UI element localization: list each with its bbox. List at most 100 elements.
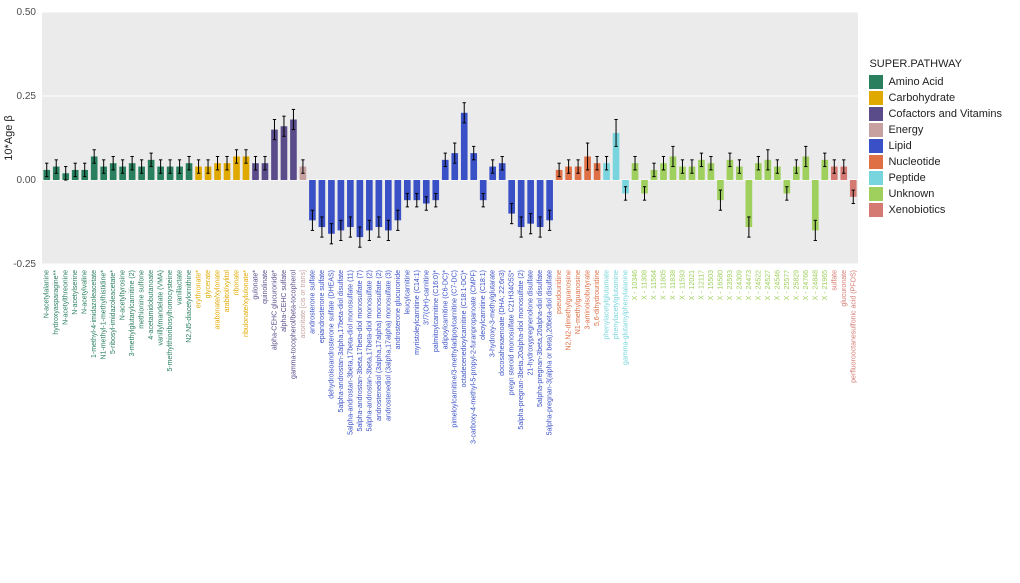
y-tick-label: -0.25 <box>13 259 36 270</box>
x-tick-label: hydroxyasparagine** <box>53 270 60 335</box>
x-tick-label: 5alpha-pregnan-3beta,20alpha-diol disulf… <box>537 270 544 407</box>
x-tick-label: ribulonate/xylulonate* <box>243 270 250 337</box>
x-tick-label: dehydroisoandrosterone sulfate (DHEAS) <box>328 270 335 399</box>
x-tick-label: aconitate [cis or trans] <box>300 270 307 339</box>
x-tick-label: X - 11308 <box>642 270 649 300</box>
x-tick-label: N-acetylserine <box>72 270 79 315</box>
x-tick-label: docosahexaenoate (DHA; 22:6n3) <box>499 270 506 376</box>
x-tick-label: N-acetylthreonine <box>63 270 70 325</box>
x-tick-label: epiandrosterone sulfate <box>319 270 326 343</box>
x-tick-label: gulonate* <box>252 270 259 300</box>
x-tick-label: phenylacetylglutamine <box>613 270 620 339</box>
x-tick-label: 5-ribosyl-imidazoleacetate* <box>110 270 117 354</box>
legend-item: Peptide <box>869 170 1002 185</box>
x-tick-label: 5-methylthioribosylhomocysteine <box>167 270 174 372</box>
x-tick-label: alpha-CEHC glucuronide* <box>271 270 278 350</box>
x-tick-label: arabitol/xylitol <box>224 270 231 313</box>
x-tick-label: vanillylmandelate (VMA) <box>158 270 165 345</box>
legend-item: Carbohydrate <box>869 90 1002 105</box>
legend-label: Xenobiotics <box>888 204 945 216</box>
x-tick-label: 5,6-dihydrouridine <box>594 270 601 326</box>
legend-label: Carbohydrate <box>888 92 955 104</box>
x-tick-label: X - 24546 <box>774 270 781 300</box>
x-tick-label: N2,N2-dimethylguanosine <box>566 270 573 351</box>
x-tick-label: 5alpha-androstan-3alpha,17beta-diol disu… <box>338 270 345 413</box>
x-tick-label: gamma-tocopherol/beta-tocopherol <box>290 270 297 379</box>
x-tick-label: X - 11838 <box>670 270 677 300</box>
x-tick-label: 3-hydroxy-3-methylglutarate <box>490 270 497 357</box>
x-tick-label: arabonate/xylonate <box>215 270 222 330</box>
x-tick-label: X - 12117 <box>698 270 705 300</box>
legend-swatch <box>869 139 883 153</box>
x-tick-label: X - 11805 <box>660 270 667 300</box>
x-tick-label: 3'/7(OH)-carnitine <box>423 270 430 325</box>
x-tick-label: 5alpha-pregnan-3(alpha or beta),20beta-d… <box>547 270 554 435</box>
legend-item: Cofactors and Vitamins <box>869 106 1002 121</box>
x-tick-label: X - 10346 <box>632 270 639 300</box>
x-tick-label: erythronate* <box>196 270 203 308</box>
x-tick-label: palmitoylcarnitine (C16:0)* <box>433 270 440 352</box>
x-tick-label: X - 25577 <box>784 270 791 300</box>
x-tick-label: methionine sulfone <box>139 270 146 329</box>
x-tick-label: X - 24527 <box>765 270 772 300</box>
x-tick-label: 1-methyl-4-imidazoleacetate <box>91 270 98 358</box>
x-tick-label: pseudouridine <box>556 270 563 314</box>
x-tick-label: androsterone sulfate <box>309 270 316 334</box>
legend-label: Amino Acid <box>888 76 943 88</box>
x-tick-label: 4-acetamidobutanoate <box>148 270 155 340</box>
legend-label: Nucleotide <box>888 156 940 168</box>
x-tick-label: androsterone glucuronide <box>395 270 402 349</box>
x-tick-label: X - 15503 <box>708 270 715 300</box>
x-tick-label: X - 24848 <box>812 270 819 300</box>
legend-swatch <box>869 171 883 185</box>
x-tick-label: X - 11593 <box>679 270 686 300</box>
x-tick-label: N-acetylalanine <box>44 270 51 318</box>
x-tick-label: pregn steroid monosulfate C21H34O5S* <box>509 270 516 396</box>
legend-item: Lipid <box>869 138 1002 153</box>
chart-container: -0.250.000.250.5010*Age βN-acetylalanine… <box>0 0 1020 583</box>
x-tick-label: glucuronate <box>841 270 848 307</box>
x-tick-label: X - 24473 <box>746 270 753 300</box>
x-tick-label: X - 24309 <box>736 270 743 300</box>
x-tick-label: N1-methylguanosine <box>575 270 582 334</box>
x-tick-label: 5alpha-androstan-3beta,17beta-diol monos… <box>357 270 364 432</box>
x-tick-label: vanillactate <box>177 270 184 305</box>
x-tick-label: X - 11564 <box>651 270 658 300</box>
legend-label: Unknown <box>888 188 934 200</box>
x-tick-label: adipoylcarnitine (C6-DC)* <box>442 270 449 350</box>
x-tick-label: sulfate <box>831 270 838 291</box>
x-tick-label: 3-carboxy-4-methyl-5-propyl-2-furanpropa… <box>471 270 478 444</box>
legend-item: Nucleotide <box>869 154 1002 169</box>
x-tick-label: octadecenedioylcarnitine (C18:1-DC)* <box>461 270 468 388</box>
x-tick-label: X - 16580 <box>717 270 724 300</box>
legend-item: Xenobiotics <box>869 202 1002 217</box>
x-tick-label: quinolinate <box>262 270 269 304</box>
x-tick-label: 3-methylglutarylcarnitine (2) <box>129 270 136 356</box>
legend-swatch <box>869 187 883 201</box>
x-tick-label: phenylacetylglutamate <box>604 270 611 340</box>
plot-panel <box>42 12 858 264</box>
x-tick-label: X - 21965 <box>822 270 829 300</box>
x-tick-label: X - 23593 <box>727 270 734 300</box>
x-tick-label: X - 25829 <box>793 270 800 300</box>
legend-title: SUPER.PATHWAY <box>869 58 1002 70</box>
legend-swatch <box>869 107 883 121</box>
legend: SUPER.PATHWAY Amino Acid Carbohydrate Cofa… <box>869 58 1002 218</box>
legend-label: Cofactors and Vitamins <box>888 108 1002 120</box>
legend-swatch <box>869 123 883 137</box>
chart-svg: -0.250.000.250.5010*Age βN-acetylalanine… <box>0 0 1020 583</box>
x-tick-label: 5alpha-androstan-3beta,17beta-diol monos… <box>347 270 354 435</box>
x-tick-label: N-acetyltyrosine <box>120 270 127 320</box>
y-tick-label: 0.00 <box>17 175 37 186</box>
x-tick-label: X - 12021 <box>689 270 696 300</box>
legend-swatch <box>869 91 883 105</box>
legend-swatch <box>869 75 883 89</box>
legend-label: Energy <box>888 124 923 136</box>
legend-label: Lipid <box>888 140 911 152</box>
y-axis-label: 10*Age β <box>3 115 15 160</box>
x-tick-label: N-acetylvaline <box>82 270 89 314</box>
x-tick-label: 3-aminoisobutyrate <box>585 270 592 330</box>
x-tick-label: X - 24522 <box>755 270 762 300</box>
x-tick-label: gamma-glutamylphenylalanine <box>623 270 630 365</box>
x-tick-label: pimeloylcarnitine/3-methyladipoylcarniti… <box>452 270 459 428</box>
